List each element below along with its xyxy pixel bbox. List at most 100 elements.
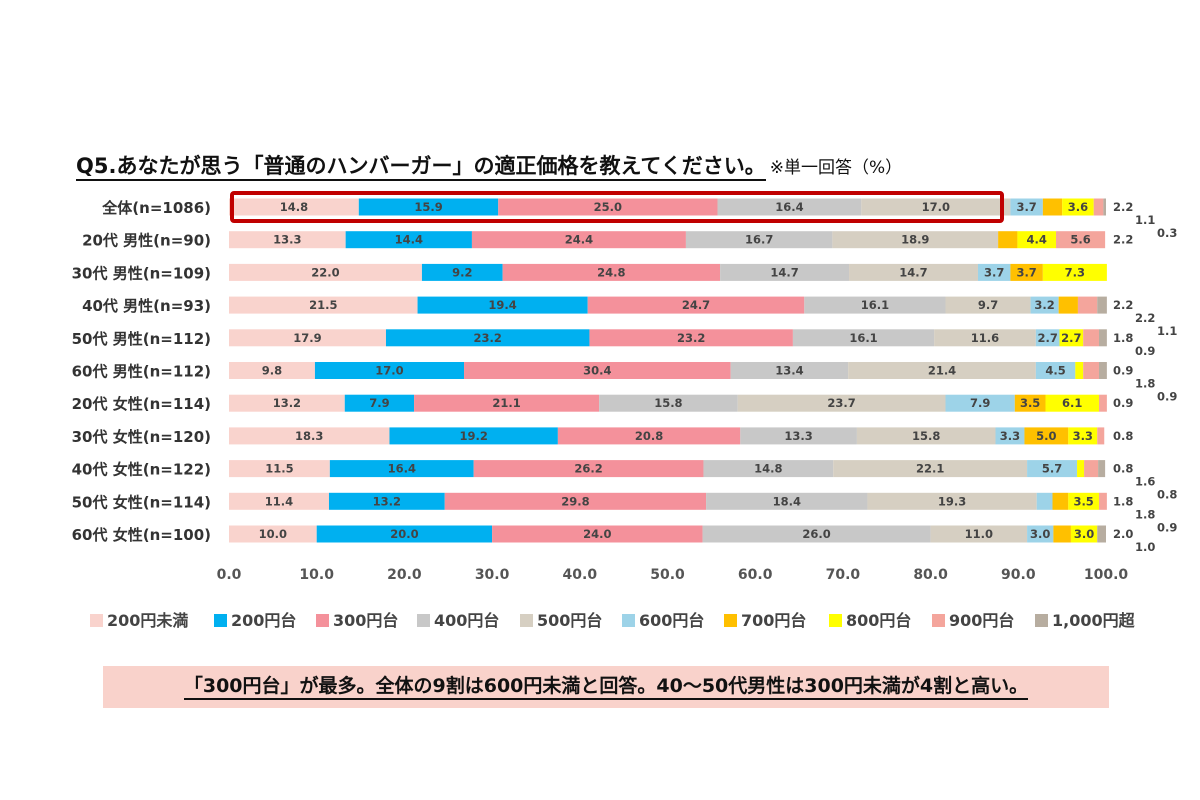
x-tick-label: 30.0 bbox=[475, 567, 510, 583]
legend-swatch bbox=[724, 614, 737, 627]
data-label: 16.4 bbox=[388, 462, 416, 476]
data-label: 3.3 bbox=[1000, 429, 1020, 443]
bar-segment bbox=[1068, 492, 1099, 510]
data-label: 21.4 bbox=[928, 364, 956, 378]
bar-segment bbox=[1053, 525, 1071, 543]
bar-segment bbox=[229, 394, 345, 412]
bar-segment bbox=[832, 231, 999, 249]
data-label: 14.7 bbox=[899, 265, 927, 279]
bar-segment bbox=[421, 263, 503, 281]
category-label: 40代 男性(n=93) bbox=[82, 297, 211, 315]
bar-segment bbox=[1042, 263, 1107, 281]
data-label: 21.5 bbox=[309, 298, 337, 312]
data-label: 18.4 bbox=[773, 494, 801, 508]
bar-segment bbox=[1010, 198, 1043, 216]
bar-segment bbox=[1098, 492, 1107, 510]
data-label: 19.2 bbox=[459, 429, 487, 443]
bar-segment bbox=[1097, 427, 1105, 445]
data-label: 14.8 bbox=[280, 200, 308, 214]
data-label: 23.7 bbox=[827, 396, 855, 410]
data-label: 3.7 bbox=[1016, 200, 1036, 214]
data-label: 4.4 bbox=[1027, 233, 1047, 247]
bar-segment bbox=[589, 329, 793, 347]
category-label: 60代 男性(n=112) bbox=[72, 363, 211, 381]
legend-swatch bbox=[622, 614, 635, 627]
bar-segment bbox=[706, 492, 868, 510]
x-tick-label: 60.0 bbox=[738, 567, 773, 583]
data-label-outside: 2.2 bbox=[1113, 298, 1133, 312]
legend-label: 200円未満 bbox=[107, 611, 188, 630]
bar-segment bbox=[345, 231, 472, 249]
data-label: 15.9 bbox=[414, 200, 442, 214]
data-label: 18.9 bbox=[901, 233, 929, 247]
data-label: 25.0 bbox=[594, 200, 622, 214]
bar-segment bbox=[1103, 198, 1106, 216]
data-label: 6.1 bbox=[1062, 396, 1082, 410]
bar-segment bbox=[1077, 460, 1085, 478]
data-label: 16.4 bbox=[775, 200, 803, 214]
category-label: 30代 男性(n=109) bbox=[72, 264, 211, 282]
category-label: 40代 女性(n=122) bbox=[72, 461, 211, 479]
bar-segment bbox=[1058, 296, 1078, 314]
bar-segment bbox=[945, 296, 1031, 314]
bar-segment bbox=[977, 263, 1011, 281]
data-label: 3.2 bbox=[1034, 298, 1054, 312]
data-label: 13.2 bbox=[273, 396, 301, 410]
bar-segment bbox=[1097, 525, 1106, 543]
data-label: 24.4 bbox=[565, 233, 593, 247]
bar-segment bbox=[1017, 231, 1057, 249]
bar-segment bbox=[471, 231, 686, 249]
x-tick-label: 100.0 bbox=[1084, 567, 1129, 583]
bar-segment bbox=[389, 427, 558, 445]
data-label: 30.4 bbox=[583, 364, 611, 378]
data-label: 22.0 bbox=[311, 265, 339, 279]
data-label: 4.5 bbox=[1045, 364, 1065, 378]
data-label-outside: 1.8 bbox=[1135, 377, 1155, 391]
bar-segment bbox=[703, 460, 834, 478]
bar-segment bbox=[1056, 231, 1106, 249]
bar-segment bbox=[229, 329, 386, 347]
data-label: 2.7 bbox=[1037, 331, 1057, 345]
data-label: 26.0 bbox=[802, 527, 830, 541]
bar-segment bbox=[1098, 362, 1107, 379]
bar-segment bbox=[358, 198, 499, 216]
data-label-outside: 1.1 bbox=[1157, 324, 1177, 338]
data-label: 21.1 bbox=[492, 396, 520, 410]
data-label-outside: 0.9 bbox=[1135, 344, 1155, 358]
chart-title-block: Q5.あなたが思う「普通のハンバーガー」の適正価格を教えてください。 ※単一回答（… bbox=[76, 150, 903, 181]
data-label: 14.4 bbox=[395, 233, 423, 247]
bar-segment bbox=[792, 329, 935, 347]
data-label-outside: 2.2 bbox=[1135, 311, 1155, 325]
category-label: 20代 男性(n=90) bbox=[82, 232, 211, 250]
data-label-outside: 0.9 bbox=[1157, 520, 1177, 534]
data-label: 16.1 bbox=[849, 331, 877, 345]
conclusion-box: 「300円台」が最多。全体の9割は600円未満と回答。40～50代男性は300円… bbox=[103, 666, 1109, 708]
legend-label: 300円台 bbox=[333, 611, 398, 630]
x-tick-label: 40.0 bbox=[563, 567, 598, 583]
data-label: 9.7 bbox=[978, 298, 998, 312]
data-label-outside: 1.8 bbox=[1113, 331, 1133, 345]
data-label: 3.7 bbox=[1016, 265, 1036, 279]
bar-segment bbox=[1036, 492, 1053, 510]
bar-segment bbox=[685, 231, 833, 249]
bar-segment bbox=[740, 427, 857, 445]
bar-segment bbox=[1035, 362, 1076, 379]
bar-segment bbox=[848, 362, 1036, 379]
category-label: 全体(n=1086) bbox=[101, 199, 211, 217]
bar-segment bbox=[229, 296, 418, 314]
x-tick-label: 50.0 bbox=[650, 567, 685, 583]
bar-segment bbox=[314, 362, 465, 379]
bar-segment bbox=[1059, 329, 1084, 347]
bar-segment bbox=[1062, 198, 1094, 216]
legend-swatch bbox=[417, 614, 430, 627]
category-label: 30代 女性(n=120) bbox=[72, 428, 211, 446]
conclusion-text: 「300円台」が最多。全体の9割は600円未満と回答。40～50代男性は300円… bbox=[183, 674, 1029, 700]
bar-segment bbox=[229, 263, 422, 281]
chart-note: ※単一回答（%） bbox=[769, 158, 903, 178]
data-label: 9.8 bbox=[262, 364, 282, 378]
bar-segment bbox=[229, 231, 346, 249]
highlight-frame bbox=[230, 191, 1004, 223]
bar-segment bbox=[1030, 296, 1059, 314]
bar-segment bbox=[1083, 362, 1099, 379]
data-label: 29.8 bbox=[561, 494, 589, 508]
